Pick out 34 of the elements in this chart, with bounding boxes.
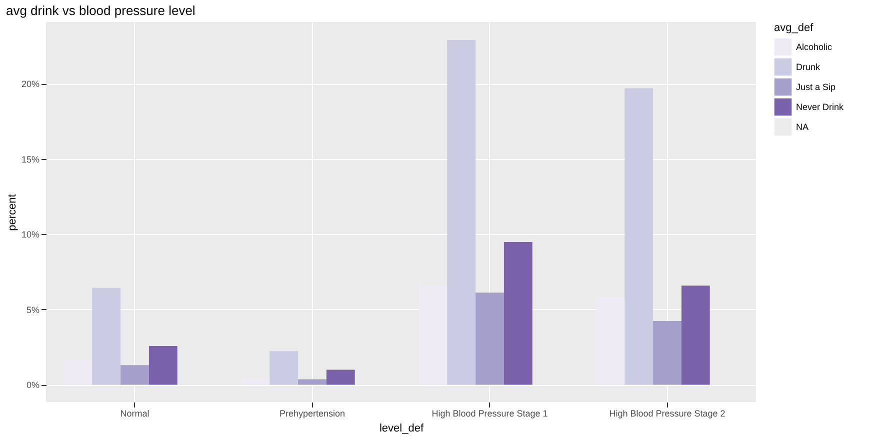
bar — [326, 370, 355, 385]
y-tick-label: 0% — [26, 380, 40, 390]
bar — [447, 40, 476, 385]
legend-label: Drunk — [796, 62, 821, 72]
bar — [653, 321, 682, 385]
legend-title: avg_def — [774, 22, 814, 34]
bar — [64, 360, 92, 385]
bar — [596, 297, 625, 385]
y-tick-label: 5% — [26, 304, 40, 315]
y-tick-label: 20% — [21, 79, 40, 90]
x-tick-label: High Blood Pressure Stage 2 — [609, 408, 726, 418]
bar — [476, 292, 504, 385]
y-tick-label: 15% — [21, 154, 40, 164]
legend-label: Never Drink — [796, 102, 844, 112]
legend-label: Alcoholic — [796, 42, 833, 52]
bar — [270, 351, 298, 385]
bar — [418, 286, 448, 385]
bar — [298, 379, 326, 385]
y-tick-label: 10% — [21, 230, 40, 240]
x-tick-label: Prehypertension — [279, 408, 346, 418]
legend-label: NA — [796, 122, 809, 132]
legend-label: Just a Sip — [796, 82, 836, 92]
bar — [92, 288, 121, 385]
chart-title: avg drink vs blood pressure level — [6, 3, 196, 18]
x-axis-title: level_def — [379, 422, 424, 434]
x-tick-label: High Blood Pressure Stage 1 — [432, 408, 548, 418]
x-tick-label: Normal — [120, 408, 150, 418]
bar — [624, 88, 654, 385]
bar — [120, 365, 149, 385]
bar — [148, 346, 178, 385]
y-axis-title: percent — [6, 194, 18, 231]
bar — [681, 286, 710, 385]
bar — [241, 378, 270, 385]
bar — [504, 242, 532, 385]
